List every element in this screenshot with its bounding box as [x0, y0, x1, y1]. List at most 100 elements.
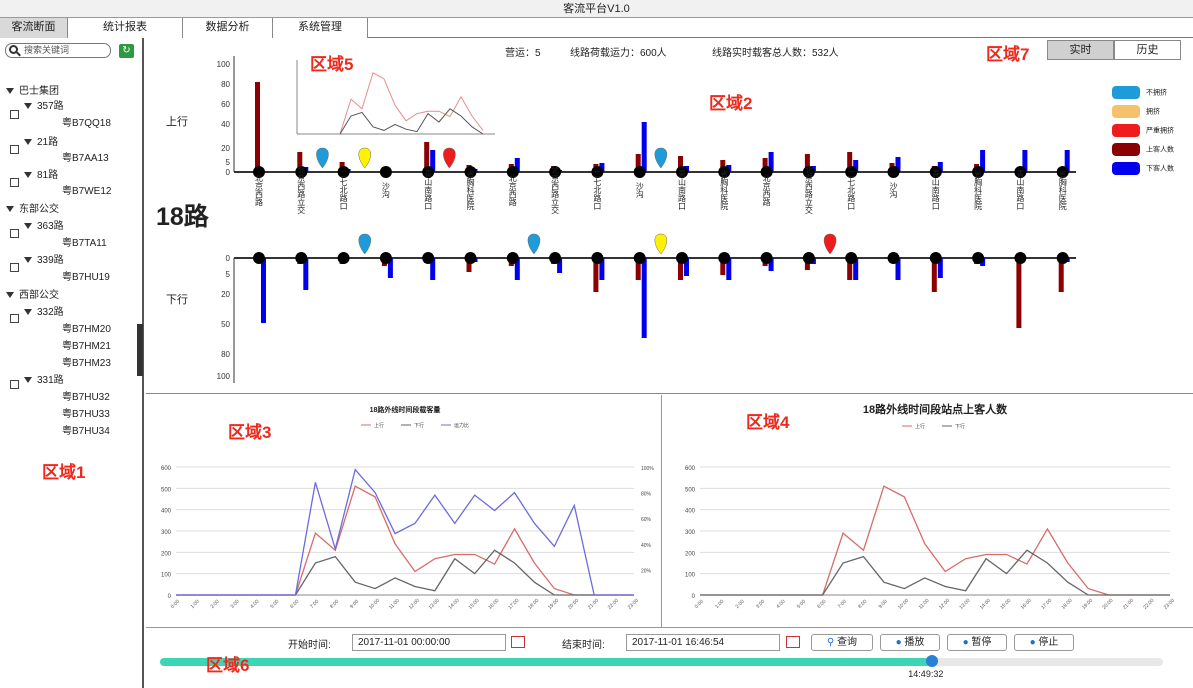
route-checkbox[interactable] [10, 380, 19, 389]
group-label: 东部公交 [19, 204, 59, 215]
station-label: 二七北路口 [593, 170, 602, 210]
bus-item[interactable]: 粤B7HM21 [62, 341, 111, 352]
bus-item[interactable]: 粤B7QQ18 [62, 118, 111, 129]
legend-crowded: 拥挤 [1112, 105, 1160, 118]
x-tick-label: 8:00 [857, 599, 868, 610]
bus-item[interactable]: 粤B7AA13 [62, 153, 109, 164]
bus-item[interactable]: 粤B7HU19 [62, 272, 110, 283]
bar-up-alighting [937, 162, 943, 172]
y-tick-label: 5 [226, 270, 231, 279]
chevron-down-icon [6, 88, 14, 95]
boarding-chart: 18路外线时间段站点上客人数 0 100 200 300 400 500 600 0:00 1:0… [685, 402, 1176, 611]
station-label: 北京西路 [508, 174, 517, 206]
tree-group[interactable]: 西部公交 [6, 286, 59, 301]
bar-up-alighting [768, 152, 774, 172]
bar-up-alighting [430, 150, 436, 172]
legend-severe: 严重拥挤 [1112, 124, 1174, 137]
search-icon: ⚲ [826, 637, 838, 648]
toggle-history[interactable]: 历史 [1114, 40, 1181, 60]
tree-route[interactable]: 357路 [24, 97, 64, 112]
route-label: 357路 [37, 101, 64, 112]
bus-item[interactable]: 粤B7HU32 [62, 392, 110, 403]
search-icon [9, 45, 18, 54]
pause-button[interactable]: ● 暂停 [947, 634, 1007, 651]
sidebar-splitter[interactable] [137, 324, 143, 376]
play-icon: ● [895, 637, 905, 648]
inset-line-up [339, 72, 484, 135]
legend-boarding: 上客人数 [1112, 143, 1174, 156]
route-checkbox[interactable] [10, 110, 19, 119]
x-tick-label: 6:00 [816, 599, 827, 610]
tree-route[interactable]: 81路 [24, 166, 58, 181]
x-tick-label: 11:00 [388, 598, 401, 611]
tab-passenger-section[interactable]: 客流断面 [0, 18, 68, 38]
tree-route[interactable]: 331路 [24, 371, 64, 386]
route-label: 332路 [37, 307, 64, 318]
calendar-icon[interactable] [786, 636, 800, 648]
start-time-input[interactable]: 2017-11-01 00:00:00 [352, 634, 506, 651]
x-tick-label: 21:00 [1122, 598, 1135, 611]
bar-down-alighting [980, 258, 986, 266]
tree-route[interactable]: 21路 [24, 133, 58, 148]
tree-group[interactable]: 巴士集团 [6, 82, 59, 97]
bus-item[interactable]: 粤B7WE12 [62, 186, 112, 197]
route-checkbox[interactable] [10, 178, 19, 187]
search-input[interactable]: 搜索关键词 [5, 43, 111, 58]
refresh-icon[interactable]: ↻ [119, 44, 134, 58]
chart-title: 18路外线时间段载客量 [370, 405, 441, 414]
route-checkbox[interactable] [10, 263, 19, 272]
bus-item[interactable]: 粤B7TA11 [62, 238, 107, 249]
route-title: 18路 [156, 203, 209, 231]
route-label: 21路 [37, 137, 59, 148]
tree-group[interactable]: 东部公交 [6, 200, 59, 215]
bus-item[interactable]: 粤B7HM20 [62, 324, 111, 335]
y-tick-label: 500 [685, 487, 696, 493]
menu-bar: 客流断面 统计报表 数据分析 系统管理 [0, 18, 1193, 38]
play-button[interactable]: ● 播放 [880, 634, 940, 651]
calendar-icon[interactable] [511, 636, 525, 648]
tab-data-analysis[interactable]: 数据分析 [183, 18, 273, 38]
bar-down-boarding [931, 258, 937, 292]
progress-track[interactable] [160, 658, 1163, 666]
x-tick-label: 15:00 [999, 598, 1012, 611]
station-node-down [718, 252, 731, 264]
chevron-down-icon [24, 139, 32, 146]
legend-label: 上客人数 [1146, 146, 1174, 154]
x-tick-label: 10:00 [897, 598, 910, 611]
tree-route[interactable]: 339路 [24, 251, 64, 266]
stat-capacity: 线路荷载运力：600人 [570, 48, 667, 59]
tree-route[interactable]: 332路 [24, 303, 64, 318]
x-tick-label: 17:00 [507, 598, 520, 611]
x-tick-label: 20:00 [567, 598, 580, 611]
station-node-down [591, 252, 604, 264]
bus-item[interactable]: 粤B7HU33 [62, 409, 110, 420]
bus-item[interactable]: 粤B7HM23 [62, 358, 111, 369]
station-label: 北京西路立交 [297, 166, 306, 215]
tab-statistics-report[interactable]: 统计报表 [68, 18, 183, 38]
route-checkbox[interactable] [10, 145, 19, 154]
bus-item[interactable]: 粤B7HU34 [62, 426, 110, 437]
bar-down-alighting [641, 258, 647, 338]
tree-route[interactable]: 363路 [24, 217, 64, 232]
x-tick-label: 6:00 [289, 599, 300, 610]
group-label: 巴士集团 [19, 86, 59, 97]
station-node-down [887, 252, 900, 264]
route-checkbox[interactable] [10, 314, 19, 323]
progress-handle[interactable] [926, 655, 939, 667]
end-time-input[interactable]: 2017-11-01 16:46:54 [626, 634, 780, 651]
station-node-up [633, 166, 646, 178]
chevron-down-icon [6, 206, 14, 213]
toggle-realtime[interactable]: 实时 [1047, 40, 1114, 60]
station-node-down [295, 252, 308, 264]
y-tick-label: 80 [221, 350, 230, 359]
tab-system-management[interactable]: 系统管理 [273, 18, 368, 38]
station-node-up [549, 166, 562, 178]
progress-fill [160, 658, 933, 666]
stop-button[interactable]: ● 停止 [1014, 634, 1074, 651]
x-tick-label: 14:00 [448, 598, 461, 611]
x-tick-label: 19:00 [547, 598, 560, 611]
bar-down-boarding [720, 258, 726, 275]
query-button[interactable]: ⚲ 查询 [811, 634, 873, 651]
chart-title: 18路外线时间段站点上客人数 [863, 402, 1008, 416]
route-checkbox[interactable] [10, 229, 19, 238]
